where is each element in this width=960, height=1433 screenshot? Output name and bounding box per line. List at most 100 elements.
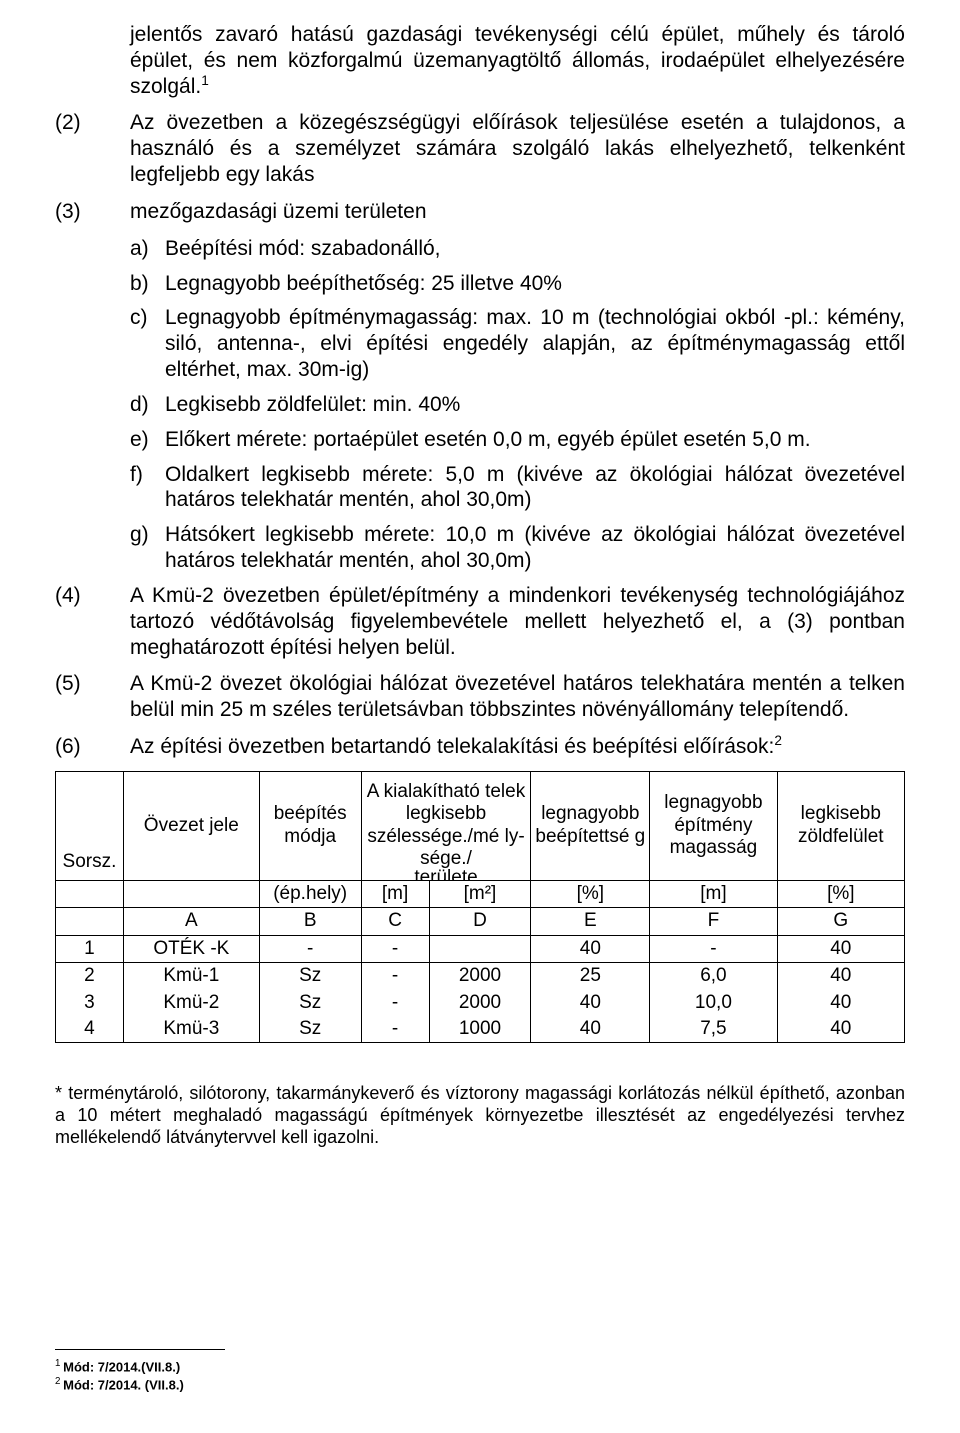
sub-item-text: Oldalkert legkisebb mérete: 5,0 m (kivév… bbox=[165, 462, 905, 514]
table-cell: 2 bbox=[56, 963, 124, 990]
footnote: 2 Mód: 7/2014. (VII.8.) bbox=[55, 1376, 905, 1394]
sub-item: b)Legnagyobb beépíthetőség: 25 illetve 4… bbox=[130, 271, 905, 297]
page: jelentős zavaró hatású gazdasági tevéken… bbox=[0, 0, 960, 1433]
sub-item: f)Oldalkert legkisebb mérete: 5,0 m (kiv… bbox=[130, 462, 905, 514]
table-cell: Sz bbox=[259, 963, 361, 990]
table-letter-cell: F bbox=[650, 908, 777, 935]
list-item-number: (2) bbox=[55, 110, 130, 187]
footnote: 1 Mód: 7/2014.(VII.8.) bbox=[55, 1358, 905, 1376]
table-cell: 1 bbox=[56, 935, 124, 962]
table-cell bbox=[429, 935, 531, 962]
sub-item-text: Legkisebb zöldfelület: min. 40% bbox=[165, 392, 905, 418]
table-row: 4Kmü-3Sz-1000407,540 bbox=[56, 1016, 905, 1043]
table-header-cell: beépítés módja bbox=[259, 771, 361, 880]
table-unit-cell: [m] bbox=[361, 880, 429, 907]
table-unit-cell bbox=[56, 880, 124, 907]
intro-body: jelentős zavaró hatású gazdasági tevéken… bbox=[130, 22, 905, 99]
list-item: (5)A Kmü-2 övezet ökológiai hálózat övez… bbox=[55, 671, 905, 723]
list-item-number: (5) bbox=[55, 671, 130, 723]
table-cell: Sz bbox=[259, 990, 361, 1016]
table-letter-cell: D bbox=[429, 908, 531, 935]
numbered-list: (2)Az övezetben a közegészségügyi előírá… bbox=[55, 110, 905, 759]
table-letter-cell: A bbox=[123, 908, 259, 935]
list-item-number: (3) bbox=[55, 199, 130, 225]
table-letter-cell: C bbox=[361, 908, 429, 935]
table-header-cell: Övezet jele bbox=[123, 771, 259, 880]
table-cell: - bbox=[361, 963, 429, 990]
sub-item: a)Beépítési mód: szabadonálló, bbox=[130, 236, 905, 262]
table-unit-cell: [%] bbox=[531, 880, 650, 907]
table-unit-cell: [m] bbox=[650, 880, 777, 907]
sub-item-text: Legnagyobb építménymagasság: max. 10 m (… bbox=[165, 305, 905, 382]
table-cell: 40 bbox=[531, 1016, 650, 1043]
table-unit-cell: [m²] bbox=[429, 880, 531, 907]
footnote-rule bbox=[55, 1349, 225, 1350]
table-cell: 7,5 bbox=[650, 1016, 777, 1043]
sub-item: d)Legkisebb zöldfelület: min. 40% bbox=[130, 392, 905, 418]
table-cell: 10,0 bbox=[650, 990, 777, 1016]
table-cell: 6,0 bbox=[650, 963, 777, 990]
table-cell: 40 bbox=[777, 990, 904, 1016]
table-units-row: (ép.hely)[m][m²][%][m][%] bbox=[56, 880, 905, 907]
table-cell: 25 bbox=[531, 963, 650, 990]
list-item-number: (6) bbox=[55, 734, 130, 760]
table-cell: - bbox=[361, 990, 429, 1016]
table-header-row: Sorsz.Övezet jelebeépítés módjaA kialakí… bbox=[56, 771, 905, 880]
list-item-text: Az építési övezetben betartandó telekala… bbox=[130, 734, 905, 760]
sub-item-label: d) bbox=[130, 392, 165, 418]
table-letters-row: ABCDEFG bbox=[56, 908, 905, 935]
table-note: * terménytároló, silótorony, takarmányke… bbox=[55, 1083, 905, 1149]
table-letter-cell: B bbox=[259, 908, 361, 935]
table-row: 2Kmü-1Sz-2000256,040 bbox=[56, 963, 905, 990]
table-unit-cell: [%] bbox=[777, 880, 904, 907]
table-cell: 40 bbox=[777, 1016, 904, 1043]
intro-para: jelentős zavaró hatású gazdasági tevéken… bbox=[55, 22, 905, 99]
sub-item: e)Előkert mérete: portaépület esetén 0,0… bbox=[130, 427, 905, 453]
table-cell: 3 bbox=[56, 990, 124, 1016]
table-cell: 2000 bbox=[429, 990, 531, 1016]
table-cell: 4 bbox=[56, 1016, 124, 1043]
sub-item-label: a) bbox=[130, 236, 165, 262]
table-header-cell: Sorsz. bbox=[56, 771, 124, 880]
list-item-number: (4) bbox=[55, 583, 130, 660]
table-cell: Kmü-1 bbox=[123, 963, 259, 990]
table-cell: 1000 bbox=[429, 1016, 531, 1043]
sub-item: g)Hátsókert legkisebb mérete: 10,0 m (ki… bbox=[130, 522, 905, 574]
intro-spacer bbox=[55, 22, 130, 99]
intro-fn: 1 bbox=[201, 73, 209, 88]
table-header-cell: legkisebb zöldfelület bbox=[777, 771, 904, 880]
intro-text: jelentős zavaró hatású gazdasági tevéken… bbox=[130, 23, 905, 98]
sub-item-text: Hátsókert legkisebb mérete: 10,0 m (kivé… bbox=[165, 522, 905, 574]
table-cell: Kmü-3 bbox=[123, 1016, 259, 1043]
footnotes: 1 Mód: 7/2014.(VII.8.)2 Mód: 7/2014. (VI… bbox=[55, 1358, 905, 1393]
table-cell: Sz bbox=[259, 1016, 361, 1043]
table-cell: 40 bbox=[777, 963, 904, 990]
sub-item: c)Legnagyobb építménymagasság: max. 10 m… bbox=[130, 305, 905, 382]
table-row: 3Kmü-2Sz-20004010,040 bbox=[56, 990, 905, 1016]
table-cell: 40 bbox=[777, 935, 904, 962]
table-header-cell: legnagyobb építmény magasság bbox=[650, 771, 777, 880]
table-cell: 40 bbox=[531, 935, 650, 962]
sub-item-text: Legnagyobb beépíthetőség: 25 illetve 40% bbox=[165, 271, 905, 297]
table-cell: - bbox=[259, 935, 361, 962]
table-header-cell: legnagyobb beépítettsé g bbox=[531, 771, 650, 880]
table-cell: 2000 bbox=[429, 963, 531, 990]
beepitesi-table: Sorsz.Övezet jelebeépítés módjaA kialakí… bbox=[55, 771, 905, 1043]
sub-item-text: Előkert mérete: portaépület esetén 0,0 m… bbox=[165, 427, 905, 453]
table-row: 1OTÉK -K--40-40 bbox=[56, 935, 905, 962]
table-letter-cell bbox=[56, 908, 124, 935]
list-item: (6)Az építési övezetben betartandó telek… bbox=[55, 734, 905, 760]
table-header-cell: A kialakítható telek legkisebb szélesség… bbox=[361, 771, 531, 880]
table-cell: Kmü-2 bbox=[123, 990, 259, 1016]
table-cell: - bbox=[361, 935, 429, 962]
list-item: (2)Az övezetben a közegészségügyi előírá… bbox=[55, 110, 905, 187]
list-item: (4)A Kmü-2 övezetben épület/építmény a m… bbox=[55, 583, 905, 660]
table-unit-cell: (ép.hely) bbox=[259, 880, 361, 907]
list-item: (3)mezőgazdasági üzemi területen bbox=[55, 199, 905, 225]
sub-item-label: e) bbox=[130, 427, 165, 453]
table-cell: - bbox=[650, 935, 777, 962]
table-cell: - bbox=[361, 1016, 429, 1043]
list-item-text: A Kmü-2 övezet ökológiai hálózat övezeté… bbox=[130, 671, 905, 723]
footnote-ref: 2 bbox=[774, 733, 782, 748]
table-letter-cell: G bbox=[777, 908, 904, 935]
